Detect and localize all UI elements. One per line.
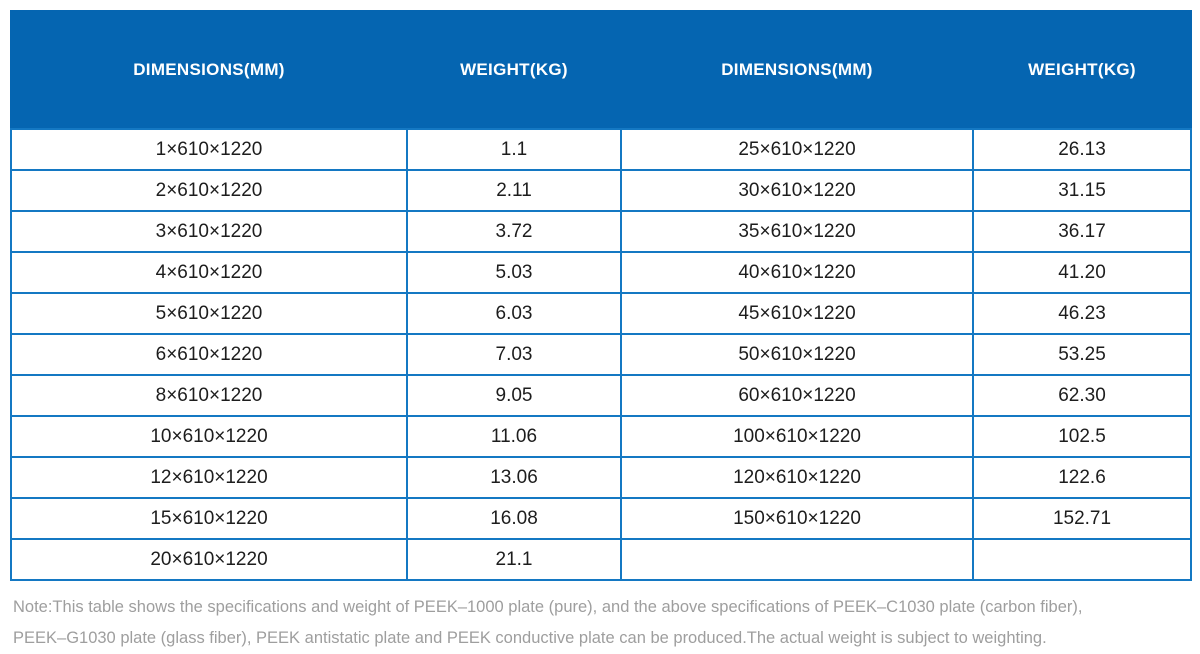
weight-cell: 152.71 [972, 497, 1192, 540]
dimension-cell: 3×610×1220 [10, 210, 408, 253]
table-row: 6×610×1220 7.03 50×610×1220 53.25 [10, 333, 1192, 376]
weight-cell: 26.13 [972, 128, 1192, 171]
weight-cell: 9.05 [406, 374, 622, 417]
weight-cell: 2.11 [406, 169, 622, 212]
dimension-cell: 100×610×1220 [620, 415, 974, 458]
weight-cell: 62.30 [972, 374, 1192, 417]
dimension-cell: 150×610×1220 [620, 497, 974, 540]
dimension-cell: 5×610×1220 [10, 292, 408, 335]
weight-cell: 7.03 [406, 333, 622, 376]
dimension-cell [620, 538, 974, 581]
note-line-1: Note:This table shows the specifications… [13, 598, 1083, 616]
col-header-weight-right: WEIGHT(KG) [972, 10, 1192, 130]
weight-cell: 41.20 [972, 251, 1192, 294]
table-row: 2×610×1220 2.11 30×610×1220 31.15 [10, 169, 1192, 212]
dimension-cell: 10×610×1220 [10, 415, 408, 458]
dimension-cell: 4×610×1220 [10, 251, 408, 294]
weight-cell: 46.23 [972, 292, 1192, 335]
weight-cell: 13.06 [406, 456, 622, 499]
dimension-cell: 50×610×1220 [620, 333, 974, 376]
weight-cell: 6.03 [406, 292, 622, 335]
dimension-cell: 1×610×1220 [10, 128, 408, 171]
weight-cell: 36.17 [972, 210, 1192, 253]
dimension-cell: 40×610×1220 [620, 251, 974, 294]
table-row: 8×610×1220 9.05 60×610×1220 62.30 [10, 374, 1192, 417]
weight-cell: 102.5 [972, 415, 1192, 458]
note-text: Note:This table shows the specifications… [10, 592, 1193, 654]
weight-cell: 3.72 [406, 210, 622, 253]
dimension-cell: 12×610×1220 [10, 456, 408, 499]
weight-cell: 11.06 [406, 415, 622, 458]
dimension-cell: 25×610×1220 [620, 128, 974, 171]
weight-cell: 1.1 [406, 128, 622, 171]
dimension-cell: 15×610×1220 [10, 497, 408, 540]
weight-cell: 53.25 [972, 333, 1192, 376]
weight-cell: 122.6 [972, 456, 1192, 499]
col-header-weight-left: WEIGHT(KG) [406, 10, 622, 130]
weight-cell: 5.03 [406, 251, 622, 294]
dimension-cell: 20×610×1220 [10, 538, 408, 581]
dimension-cell: 8×610×1220 [10, 374, 408, 417]
col-header-dimensions-right: DIMENSIONS(MM) [620, 10, 974, 130]
dimension-cell: 6×610×1220 [10, 333, 408, 376]
dimension-cell: 60×610×1220 [620, 374, 974, 417]
table-row: 12×610×1220 13.06 120×610×1220 122.6 [10, 456, 1192, 499]
dimension-cell: 45×610×1220 [620, 292, 974, 335]
table-row: 3×610×1220 3.72 35×610×1220 36.17 [10, 210, 1192, 253]
weight-cell: 31.15 [972, 169, 1192, 212]
table-row: 20×610×1220 21.1 [10, 538, 1192, 581]
dimension-cell: 120×610×1220 [620, 456, 974, 499]
note-line-2: PEEK–G1030 plate (glass fiber), PEEK ant… [13, 629, 1047, 647]
header-row: DIMENSIONS(MM) WEIGHT(KG) DIMENSIONS(MM)… [10, 10, 1192, 130]
dimension-cell: 2×610×1220 [10, 169, 408, 212]
spec-weight-table: DIMENSIONS(MM) WEIGHT(KG) DIMENSIONS(MM)… [10, 10, 1192, 581]
weight-cell: 21.1 [406, 538, 622, 581]
table-row: 5×610×1220 6.03 45×610×1220 46.23 [10, 292, 1192, 335]
dimension-cell: 30×610×1220 [620, 169, 974, 212]
col-header-dimensions-left: DIMENSIONS(MM) [10, 10, 408, 130]
weight-cell [972, 538, 1192, 581]
table-row: 10×610×1220 11.06 100×610×1220 102.5 [10, 415, 1192, 458]
table-row: 4×610×1220 5.03 40×610×1220 41.20 [10, 251, 1192, 294]
weight-cell: 16.08 [406, 497, 622, 540]
dimension-cell: 35×610×1220 [620, 210, 974, 253]
table-row: 1×610×1220 1.1 25×610×1220 26.13 [10, 128, 1192, 171]
table-row: 15×610×1220 16.08 150×610×1220 152.71 [10, 497, 1192, 540]
